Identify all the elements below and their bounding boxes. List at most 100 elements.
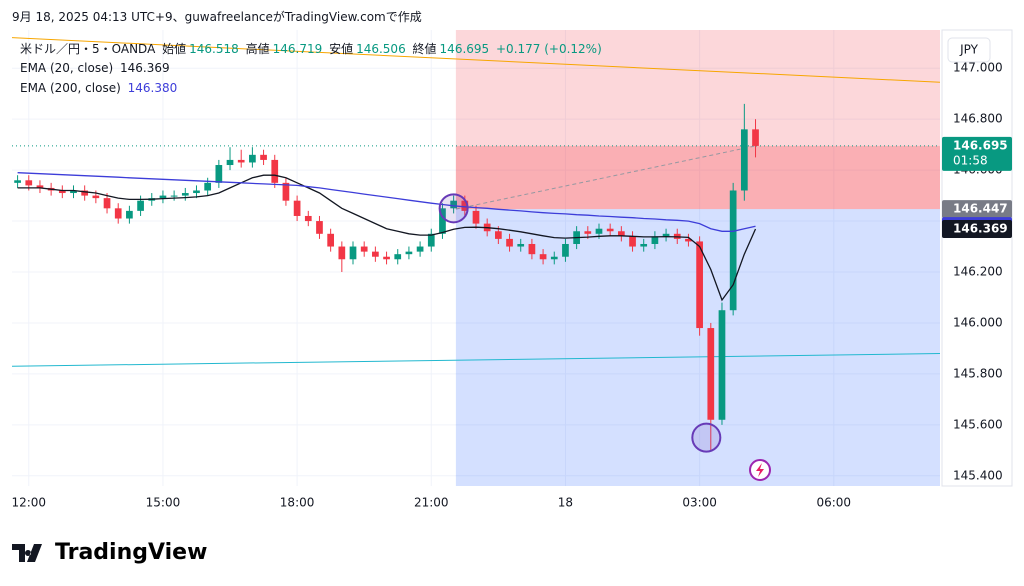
position-line bbox=[455, 145, 756, 210]
label: 始値 bbox=[162, 42, 187, 56]
candle-body bbox=[338, 246, 346, 260]
candle-body bbox=[517, 243, 525, 247]
target-zone bbox=[455, 30, 940, 210]
candle-body bbox=[472, 210, 480, 224]
candle-body bbox=[539, 254, 547, 260]
price-label-box bbox=[942, 136, 1012, 171]
label: 安値 bbox=[329, 42, 354, 56]
annotation-circle bbox=[691, 422, 722, 453]
y-tick-label: 145.800 bbox=[953, 366, 1003, 380]
candle-body bbox=[550, 256, 558, 260]
candle-body bbox=[427, 233, 435, 247]
annotation-circle bbox=[438, 193, 469, 224]
candle-body bbox=[137, 200, 144, 211]
candle-body bbox=[383, 256, 390, 260]
candle-body bbox=[740, 129, 748, 191]
price-axis bbox=[941, 29, 1013, 487]
candle-body bbox=[629, 236, 636, 247]
trend-line bbox=[11, 353, 941, 367]
currency-box bbox=[947, 37, 991, 63]
candle-body bbox=[606, 228, 614, 232]
candle-body bbox=[249, 154, 256, 163]
value: 146.695 bbox=[439, 42, 490, 56]
candle-body bbox=[237, 159, 245, 163]
y-tick-label: 145.400 bbox=[953, 468, 1003, 482]
candle-body bbox=[640, 243, 648, 247]
candle-body bbox=[260, 154, 267, 160]
candle-body bbox=[92, 195, 100, 199]
ema-line bbox=[17, 172, 756, 232]
candle-body bbox=[282, 182, 290, 201]
x-tick-label: 12:00 bbox=[11, 496, 46, 510]
candle-body bbox=[58, 190, 66, 194]
candle-body bbox=[450, 200, 457, 209]
candle-body bbox=[461, 200, 469, 211]
y-tick-label: 145.600 bbox=[953, 417, 1003, 431]
candle-body bbox=[662, 233, 670, 237]
candle-body bbox=[584, 231, 592, 234]
legend-ema20: EMA (20, close) 146.369 bbox=[20, 61, 173, 75]
candle-body bbox=[729, 190, 737, 311]
candle-body bbox=[349, 246, 357, 260]
candle-body bbox=[170, 195, 178, 197]
legend-ohlc: 米ドル／円・5・OANDA 始値 146.518 高値 146.719 安値 146.… bbox=[20, 40, 605, 57]
countdown: 01:58 bbox=[953, 153, 988, 167]
ema-line bbox=[17, 174, 757, 302]
candle-body bbox=[193, 190, 200, 194]
candle-body bbox=[327, 233, 335, 247]
series-name: EMA (20, close) bbox=[20, 61, 114, 75]
candle-body bbox=[651, 236, 659, 244]
icon-bolt bbox=[756, 463, 764, 477]
x-tick-label: 15:00 bbox=[146, 496, 181, 510]
candle-body bbox=[159, 195, 167, 199]
price-label-box bbox=[942, 219, 1012, 238]
legend-ema200: EMA (200, close) 146.380 bbox=[20, 81, 180, 95]
series-value: 146.369 bbox=[119, 61, 170, 75]
symbol: 米ドル／円・5・OANDA bbox=[20, 42, 156, 56]
x-tick-label: 18:00 bbox=[280, 496, 315, 510]
candle-body bbox=[595, 228, 603, 234]
candle-body bbox=[70, 190, 77, 194]
candle-body bbox=[360, 246, 368, 252]
y-tick-label: 146.000 bbox=[953, 315, 1003, 329]
series-name: EMA (200, close) bbox=[20, 81, 121, 95]
candle-body bbox=[394, 254, 402, 260]
candle-body bbox=[707, 328, 715, 420]
candle-body bbox=[114, 208, 122, 219]
candle-body bbox=[718, 310, 726, 420]
candle-body bbox=[685, 238, 692, 242]
x-tick-label: 18 bbox=[558, 496, 573, 510]
candle-body bbox=[316, 221, 323, 234]
x-tick-label: 03:00 bbox=[682, 496, 717, 510]
candle-body bbox=[528, 243, 536, 255]
x-tick-label: 06:00 bbox=[816, 496, 851, 510]
candle-body bbox=[696, 241, 703, 329]
candle-body bbox=[506, 238, 513, 247]
candle-body bbox=[36, 185, 44, 188]
candle-body bbox=[271, 159, 279, 183]
plot-area bbox=[11, 30, 941, 487]
y-tick-label: 146.200 bbox=[953, 265, 1003, 279]
series-value: 146.380 bbox=[127, 81, 178, 95]
label: 終値 bbox=[412, 42, 437, 56]
alert-icon bbox=[749, 459, 771, 481]
candle-body bbox=[126, 210, 133, 219]
price-label: 146.447 bbox=[953, 202, 1008, 216]
candle-body bbox=[293, 200, 301, 216]
label: 高値 bbox=[245, 42, 270, 56]
value: 146.506 bbox=[356, 42, 406, 56]
change: +0.177 (+0.12%) bbox=[496, 42, 602, 56]
trend-line bbox=[11, 37, 941, 83]
candle-body bbox=[752, 129, 759, 146]
pnl-zone bbox=[455, 145, 940, 210]
currency: JPY bbox=[959, 43, 979, 57]
candle-body bbox=[226, 159, 234, 166]
candle-body bbox=[439, 208, 446, 234]
candle-body bbox=[81, 190, 89, 196]
candle-body bbox=[495, 231, 502, 239]
header: 9月 18, 2025 04:13 UTC+9、guwafreelanceがTr… bbox=[12, 10, 422, 24]
price-label: 146.369 bbox=[953, 221, 1008, 235]
candle-body bbox=[372, 251, 379, 257]
